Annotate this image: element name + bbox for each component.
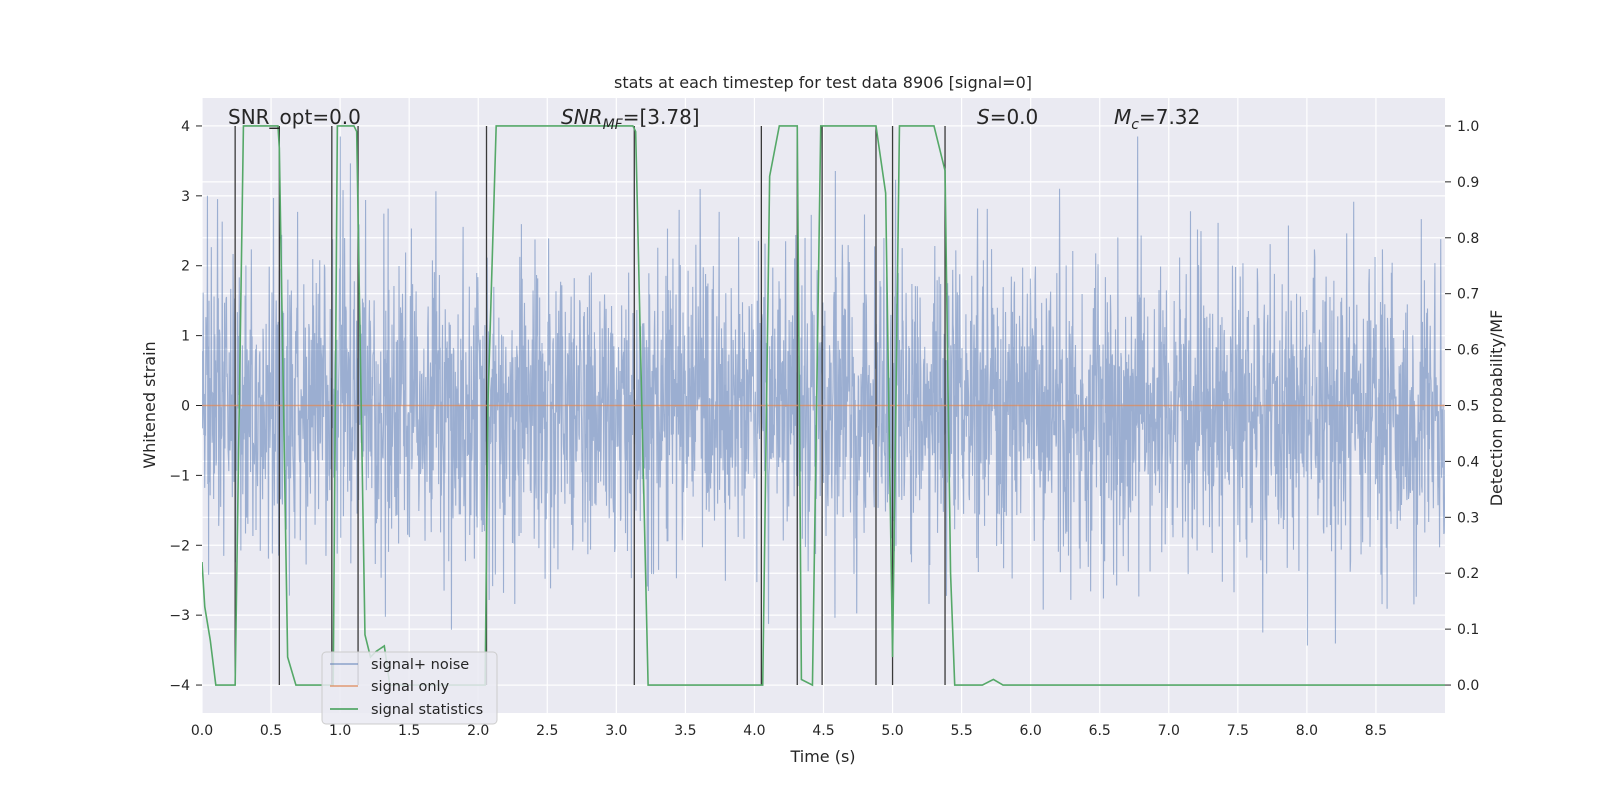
- x-tick-label: 7.5: [1227, 723, 1249, 739]
- y2-tick-label: 1.0: [1457, 119, 1479, 135]
- y-tick-label: 0: [181, 399, 190, 415]
- legend: signal+ noise signal only signal statist…: [321, 651, 498, 725]
- y-tick-label: −3: [169, 608, 190, 624]
- y-tick-label: 1: [181, 329, 190, 345]
- x-tick-label: 0.5: [260, 723, 282, 739]
- legend-label-signal-noise: signal+ noise: [371, 657, 469, 673]
- y2-tick-label: 0.2: [1457, 566, 1479, 582]
- y-tick-label: 4: [181, 119, 190, 135]
- annotation-s: S=0.0: [977, 105, 1038, 129]
- y2-tick-label: 0.3: [1457, 510, 1479, 526]
- y-tick-label: −2: [169, 538, 190, 554]
- y2-tick-label: 0.4: [1457, 454, 1479, 470]
- x-tick-label: 6.0: [1020, 723, 1042, 739]
- x-tick-label: 7.0: [1158, 723, 1180, 739]
- y2-tick-label: 0.7: [1457, 287, 1479, 303]
- annotation-mc: Mc=7.32: [1114, 105, 1200, 133]
- y-tick-label: 2: [181, 259, 190, 275]
- y2-tick-label: 0.0: [1457, 678, 1479, 694]
- x-tick-label: 5.0: [881, 723, 903, 739]
- x-tick-label: 8.0: [1296, 723, 1318, 739]
- legend-label-signal-only: signal only: [371, 679, 450, 695]
- x-tick-label: 1.5: [398, 723, 420, 739]
- y-tick-label: −1: [169, 468, 190, 484]
- x-tick-label: 4.0: [743, 723, 765, 739]
- x-tick-label: 8.5: [1365, 723, 1387, 739]
- x-tick-label: 5.5: [950, 723, 972, 739]
- x-ticks: 0.0 0.5 1.0 1.5 2.0 2.5 3.0 3.5 4.0 4.5 5.0 5.5 6.0 6…: [191, 723, 1387, 739]
- x-axis-label: Time (s): [789, 747, 855, 766]
- x-tick-label: 6.5: [1089, 723, 1111, 739]
- y2-axis-label: Detection probability/MF: [1487, 310, 1506, 507]
- x-tick-label: 3.0: [605, 723, 627, 739]
- y2-ticks: 0.0 0.1 0.2 0.3 0.4 0.5 0.6 0.7 0.8 0.9 1.0: [1445, 119, 1479, 694]
- y-tick-label: 3: [181, 189, 190, 205]
- legend-box: [321, 651, 498, 725]
- x-tick-label: 4.5: [812, 723, 834, 739]
- chart-title: stats at each timestep for test data 890…: [614, 73, 1032, 92]
- annotation-snr-opt: SNR_opt=0.0: [228, 105, 361, 129]
- x-tick-label: 0.0: [191, 723, 213, 739]
- annotation-snr-mf: SNRMF=[3.78]: [561, 105, 700, 133]
- series-signal-statistics: [202, 125, 1445, 687]
- x-tick-label: 2.5: [536, 723, 558, 739]
- x-tick-label: 2.0: [467, 723, 489, 739]
- legend-label-signal-statistics: signal statistics: [371, 702, 483, 718]
- y2-tick-label: 0.6: [1457, 343, 1479, 359]
- y-ticks: −4 −3 −2 −1 0 1 2 3 4: [169, 119, 202, 694]
- x-tick-label: 3.5: [674, 723, 696, 739]
- y-axis-label: Whitened strain: [140, 341, 159, 468]
- y2-tick-label: 0.9: [1457, 175, 1479, 191]
- series-signal-noise: [202, 136, 1445, 646]
- y2-tick-label: 0.8: [1457, 231, 1479, 247]
- x-tick-label: 1.0: [329, 723, 351, 739]
- y2-tick-label: 0.5: [1457, 399, 1479, 415]
- y-tick-label: −4: [169, 678, 190, 694]
- y2-tick-label: 0.1: [1457, 622, 1479, 638]
